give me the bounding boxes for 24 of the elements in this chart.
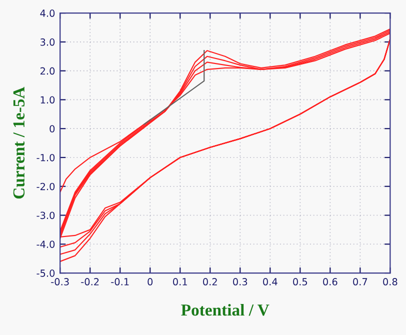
y-tick-label: -2.0 — [36, 182, 55, 190]
y-tick-label: 2.0 — [40, 67, 55, 75]
x-tick-label: -0.2 — [81, 278, 99, 286]
x-tick-label: 0.6 — [323, 278, 338, 286]
x-axis-title: Potential / V — [181, 304, 270, 316]
y-tick-label: -3.0 — [36, 212, 55, 220]
y-tick-label: -1.0 — [36, 154, 55, 162]
x-tick-label: 0.3 — [233, 278, 248, 286]
y-tick-label: 0 — [50, 125, 55, 132]
x-tick-label: 0.7 — [353, 278, 368, 286]
y-tick-label: -5.0 — [36, 270, 55, 277]
x-tick-label: -0.1 — [111, 278, 129, 286]
y-tick-label: 4.0 — [40, 10, 55, 17]
x-tick-label: 0.5 — [293, 278, 308, 286]
y-tick-label: 3.0 — [40, 38, 55, 46]
x-tick-label: -0.3 — [51, 278, 69, 286]
x-tick-label: 0 — [148, 278, 153, 286]
y-tick-label: -4.0 — [36, 240, 55, 248]
y-axis-title: Current / 1e-5A — [13, 86, 25, 199]
x-tick-label: 0.8 — [383, 278, 398, 286]
x-tick-label: 0.1 — [173, 278, 187, 286]
x-tick-label: 0.4 — [263, 278, 278, 286]
y-tick-label: 1.0 — [40, 96, 55, 104]
x-tick-label: 0.2 — [203, 278, 217, 286]
